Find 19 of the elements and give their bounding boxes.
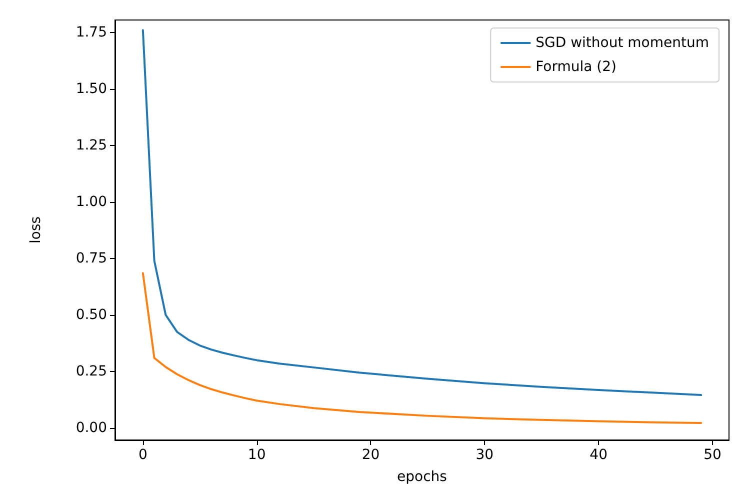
y-tick-label: 0.25: [76, 364, 107, 380]
x-tick-label: 10: [248, 447, 266, 463]
x-tick-label: 20: [362, 447, 380, 463]
legend-label: Formula (2): [536, 59, 617, 75]
y-axis-title: loss: [28, 216, 44, 244]
x-tick-label: 0: [138, 447, 148, 463]
y-tick-label: 1.00: [76, 194, 107, 210]
y-tick-label: 1.25: [76, 137, 107, 154]
y-tick-label: 1.75: [76, 24, 107, 40]
y-tick-label: 1.50: [76, 80, 107, 97]
x-tick-label: 50: [704, 447, 722, 463]
x-tick-label: 40: [590, 447, 608, 463]
x-axis-title: epochs: [397, 469, 447, 485]
x-tick-label: 30: [476, 447, 494, 463]
y-tick-label: 0.50: [76, 306, 107, 323]
legend-label: SGD without momentum: [536, 35, 709, 51]
y-tick-label: 0.00: [76, 420, 107, 436]
line-series: [142, 272, 702, 424]
y-tick-label: 0.75: [76, 250, 107, 266]
